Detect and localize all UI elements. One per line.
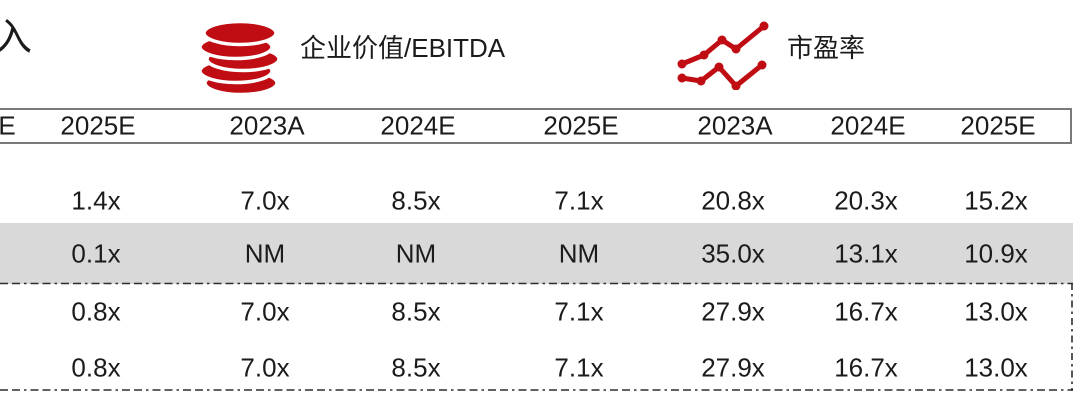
column-header: 2023A bbox=[697, 110, 773, 141]
line-chart-icon bbox=[676, 16, 772, 91]
table-cell: NM bbox=[558, 238, 600, 268]
table-cell: 13.0x bbox=[964, 296, 1028, 326]
column-header: 2023A bbox=[229, 110, 305, 141]
table-row-highlighted: 0.1x NM NM NM 35.0x 13.1x 10.9x bbox=[0, 223, 1073, 284]
table-cell: 0.1x bbox=[71, 238, 121, 268]
table-cell: 27.9x bbox=[701, 352, 765, 382]
table-cell: 0.8x bbox=[71, 352, 121, 382]
table-cell: 7.0x bbox=[240, 185, 290, 215]
column-header: 2024E bbox=[380, 110, 456, 141]
table-cell: 20.8x bbox=[701, 185, 765, 215]
table-cell: 8.5x bbox=[391, 185, 441, 215]
table-cell: 8.5x bbox=[391, 352, 441, 382]
table-cell: 0.8x bbox=[71, 296, 121, 326]
table-header-row: E 2025E 2023A 2024E 2025E 2023A 2024E 2025E bbox=[0, 108, 1072, 144]
table-cell: 7.0x bbox=[240, 296, 290, 326]
table-cell: 35.0x bbox=[701, 238, 765, 268]
table-cell: 10.9x bbox=[964, 238, 1028, 268]
table-cell: 13.1x bbox=[834, 238, 898, 268]
column-header: E bbox=[0, 110, 16, 141]
column-header: 2025E bbox=[960, 110, 1036, 141]
coins-icon bbox=[192, 11, 286, 97]
table-cell: 27.9x bbox=[701, 296, 765, 326]
table-cell: 7.1x bbox=[554, 296, 604, 326]
table-cell: 15.2x bbox=[964, 185, 1028, 215]
table-cell: 20.3x bbox=[834, 185, 898, 215]
table-row: 0.8x 7.0x 8.5x 7.1x 27.9x 16.7x 13.0x bbox=[0, 281, 1073, 342]
legend-pe-label: 市盈率 bbox=[787, 33, 866, 63]
table-row: 0.8x 7.0x 8.5x 7.1x 27.9x 16.7x 13.0x bbox=[0, 337, 1073, 398]
column-header: 2025E bbox=[60, 110, 136, 141]
legend-ev-ebitda-label: 企业价值/EBITDA bbox=[300, 33, 506, 63]
table-row: 1.4x 7.0x 8.5x 7.1x 20.8x 20.3x 15.2x bbox=[0, 170, 1073, 231]
table-cell: 8.5x bbox=[391, 296, 441, 326]
table-cell: 7.1x bbox=[554, 352, 604, 382]
column-header: 2024E bbox=[830, 110, 906, 141]
table-cell: 13.0x bbox=[964, 352, 1028, 382]
table-cell: 7.0x bbox=[240, 352, 290, 382]
table-cell: NM bbox=[395, 238, 437, 268]
table-cell: 1.4x bbox=[71, 185, 121, 215]
table-cell: 16.7x bbox=[834, 296, 898, 326]
table-cell: NM bbox=[244, 238, 286, 268]
table-cell: 7.1x bbox=[554, 185, 604, 215]
legend-revenue-label-partial: 入 bbox=[0, 17, 33, 59]
column-header: 2025E bbox=[543, 110, 619, 141]
table-cell: 16.7x bbox=[834, 352, 898, 382]
